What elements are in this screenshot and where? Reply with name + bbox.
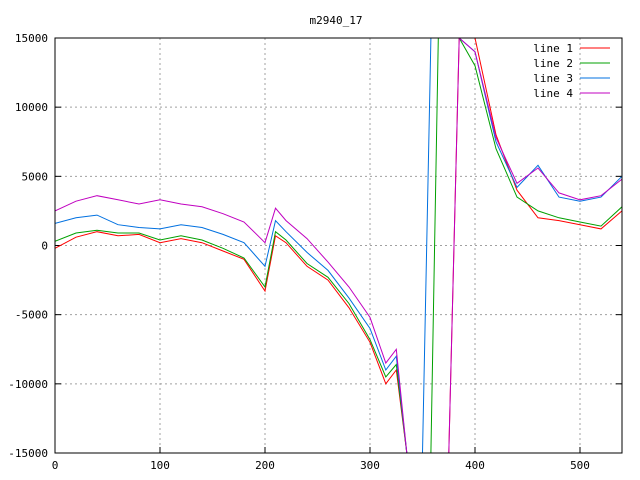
y-tick-label: -10000	[8, 378, 48, 391]
grid	[54, 37, 622, 454]
y-tick-label: 15000	[15, 32, 48, 45]
series-line-3	[55, 38, 622, 453]
x-tick-label: 500	[570, 459, 590, 472]
y-tick-label: 10000	[15, 101, 48, 114]
x-tick-label: 100	[150, 459, 170, 472]
chart-title: m2940_17	[310, 14, 363, 27]
x-tick-label: 200	[255, 459, 275, 472]
tick-labels: 0 100 200 300 400 500 -15000 -10000 -5000 0 5000 10…	[8, 32, 590, 472]
y-tick-label: -5000	[15, 309, 48, 322]
x-tick-label: 0	[52, 459, 59, 472]
legend: line 1 line 2 line 3 line 4	[533, 42, 610, 100]
plot-frame	[54, 37, 623, 454]
series-lines	[55, 38, 622, 453]
series-line-2	[55, 38, 622, 453]
y-tick-label: 0	[41, 240, 48, 253]
legend-label-line-1: line 1	[533, 42, 573, 55]
x-tick-label: 400	[465, 459, 485, 472]
series-line-4	[55, 38, 622, 453]
legend-label-line-2: line 2	[533, 57, 573, 70]
legend-label-line-4: line 4	[533, 87, 573, 100]
y-tick-label: -15000	[8, 447, 48, 460]
y-tick-label: 5000	[22, 170, 49, 183]
legend-label-line-3: line 3	[533, 72, 573, 85]
x-tick-label: 300	[360, 459, 380, 472]
